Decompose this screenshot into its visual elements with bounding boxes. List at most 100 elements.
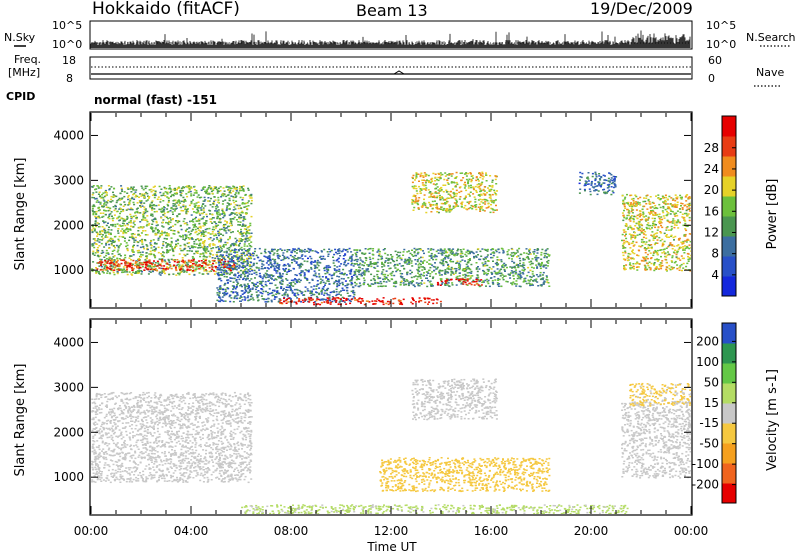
- heatmap-cell: [533, 251, 536, 253]
- heatmap-cell: [258, 247, 261, 250]
- heatmap-cell: [146, 199, 149, 201]
- heatmap-cell: [431, 271, 434, 273]
- heatmap-cell: [255, 267, 258, 269]
- nsky-tick-low: 10^0: [52, 38, 82, 51]
- heatmap-cell: [286, 289, 289, 291]
- heatmap-cell: [372, 248, 375, 250]
- heatmap-cell: [114, 208, 117, 210]
- heatmap-cell: [142, 230, 144, 232]
- nsearch-tick-low: 10^0: [706, 38, 736, 51]
- heatmap-cell: [382, 263, 385, 266]
- heatmap-cell: [219, 186, 222, 188]
- heatmap-cell: [122, 266, 125, 268]
- heatmap-cell: [350, 260, 353, 262]
- heatmap-cell: [228, 204, 231, 206]
- heatmap-cell: [285, 289, 287, 291]
- heatmap-cell: [353, 249, 356, 251]
- heatmap-cell: [282, 265, 285, 267]
- heatmap-cell: [362, 261, 365, 263]
- heatmap-cell: [225, 254, 228, 257]
- heatmap-cell: [205, 220, 208, 222]
- heatmap-cell: [319, 299, 322, 301]
- heatmap-cell: [199, 207, 202, 209]
- heatmap-cell: [259, 283, 261, 285]
- heatmap-cell: [431, 283, 434, 286]
- heatmap-cell: [111, 200, 114, 202]
- heatmap-cell: [333, 274, 335, 276]
- heatmap-cell: [186, 208, 188, 211]
- heatmap-cell: [216, 294, 219, 296]
- heatmap-cell: [543, 264, 545, 266]
- heatmap-cell: [329, 291, 332, 294]
- heatmap-cell: [506, 281, 509, 283]
- heatmap-cell: [350, 256, 353, 259]
- heatmap-cell: [141, 205, 144, 207]
- heatmap-cell: [455, 284, 458, 286]
- heatmap-cell: [327, 269, 330, 272]
- heatmap-cell: [398, 300, 401, 302]
- heatmap-cell: [110, 186, 113, 188]
- heatmap-cell: [408, 259, 411, 261]
- heatmap-cell: [217, 201, 220, 203]
- heatmap-cell: [435, 250, 438, 253]
- heatmap-cell: [287, 263, 290, 265]
- heatmap-cell: [215, 208, 218, 210]
- heatmap-cell: [293, 268, 295, 270]
- heatmap-cell: [310, 257, 313, 260]
- heatmap-cell: [396, 269, 399, 271]
- heatmap-cell: [521, 271, 524, 274]
- heatmap-cell: [289, 269, 292, 272]
- heatmap-cell: [415, 249, 417, 251]
- heatmap-cell: [470, 263, 473, 266]
- heatmap-cell: [144, 219, 147, 221]
- heatmap-cell: [227, 262, 230, 264]
- heatmap-cell: [417, 272, 420, 274]
- heatmap-cell: [104, 194, 107, 197]
- heatmap-cell: [246, 257, 248, 260]
- heatmap-cell: [278, 272, 281, 274]
- heatmap-cell: [416, 253, 419, 255]
- heatmap-cell: [494, 279, 497, 281]
- heatmap-cell: [145, 191, 148, 194]
- heatmap-cell: [303, 248, 306, 251]
- heatmap-cell: [160, 210, 163, 213]
- heatmap-cell: [363, 274, 366, 276]
- heatmap-cell: [267, 293, 270, 296]
- heatmap-cell: [336, 266, 339, 268]
- heatmap-cell: [151, 229, 154, 232]
- heatmap-cell: [133, 192, 136, 195]
- heatmap-cell: [228, 214, 231, 216]
- heatmap-cell: [103, 195, 106, 198]
- heatmap-cell: [230, 244, 232, 246]
- heatmap-cell: [523, 280, 526, 282]
- heatmap-cell: [127, 194, 130, 197]
- heatmap-cell: [281, 275, 284, 278]
- heatmap-cell: [167, 210, 170, 213]
- heatmap-cell: [467, 267, 470, 269]
- heatmap-cell: [211, 222, 214, 224]
- heatmap-cell: [164, 195, 167, 197]
- heatmap-cell: [423, 268, 426, 270]
- heatmap-cell: [111, 250, 114, 252]
- heatmap-cell: [214, 206, 217, 208]
- heatmap-cell: [178, 267, 181, 270]
- heatmap-cell: [173, 233, 176, 235]
- heatmap-cell: [249, 224, 252, 227]
- heatmap-cell: [411, 280, 414, 282]
- heatmap-cell: [483, 270, 486, 273]
- heatmap-cell: [376, 251, 379, 253]
- heatmap-cell: [156, 228, 159, 231]
- heatmap-cell: [173, 230, 176, 232]
- heatmap-cell: [135, 260, 138, 262]
- heatmap-cell: [279, 281, 281, 283]
- heatmap-cell: [238, 297, 241, 299]
- heatmap-cell: [217, 209, 220, 211]
- heatmap-cell: [306, 250, 308, 252]
- heatmap-cell: [429, 266, 432, 269]
- heatmap-cell: [206, 228, 209, 230]
- heatmap-cell: [339, 298, 342, 300]
- heatmap-cell: [95, 212, 98, 215]
- heatmap-cell: [130, 273, 133, 275]
- heatmap-cell: [320, 293, 323, 295]
- heatmap-cell: [354, 263, 357, 265]
